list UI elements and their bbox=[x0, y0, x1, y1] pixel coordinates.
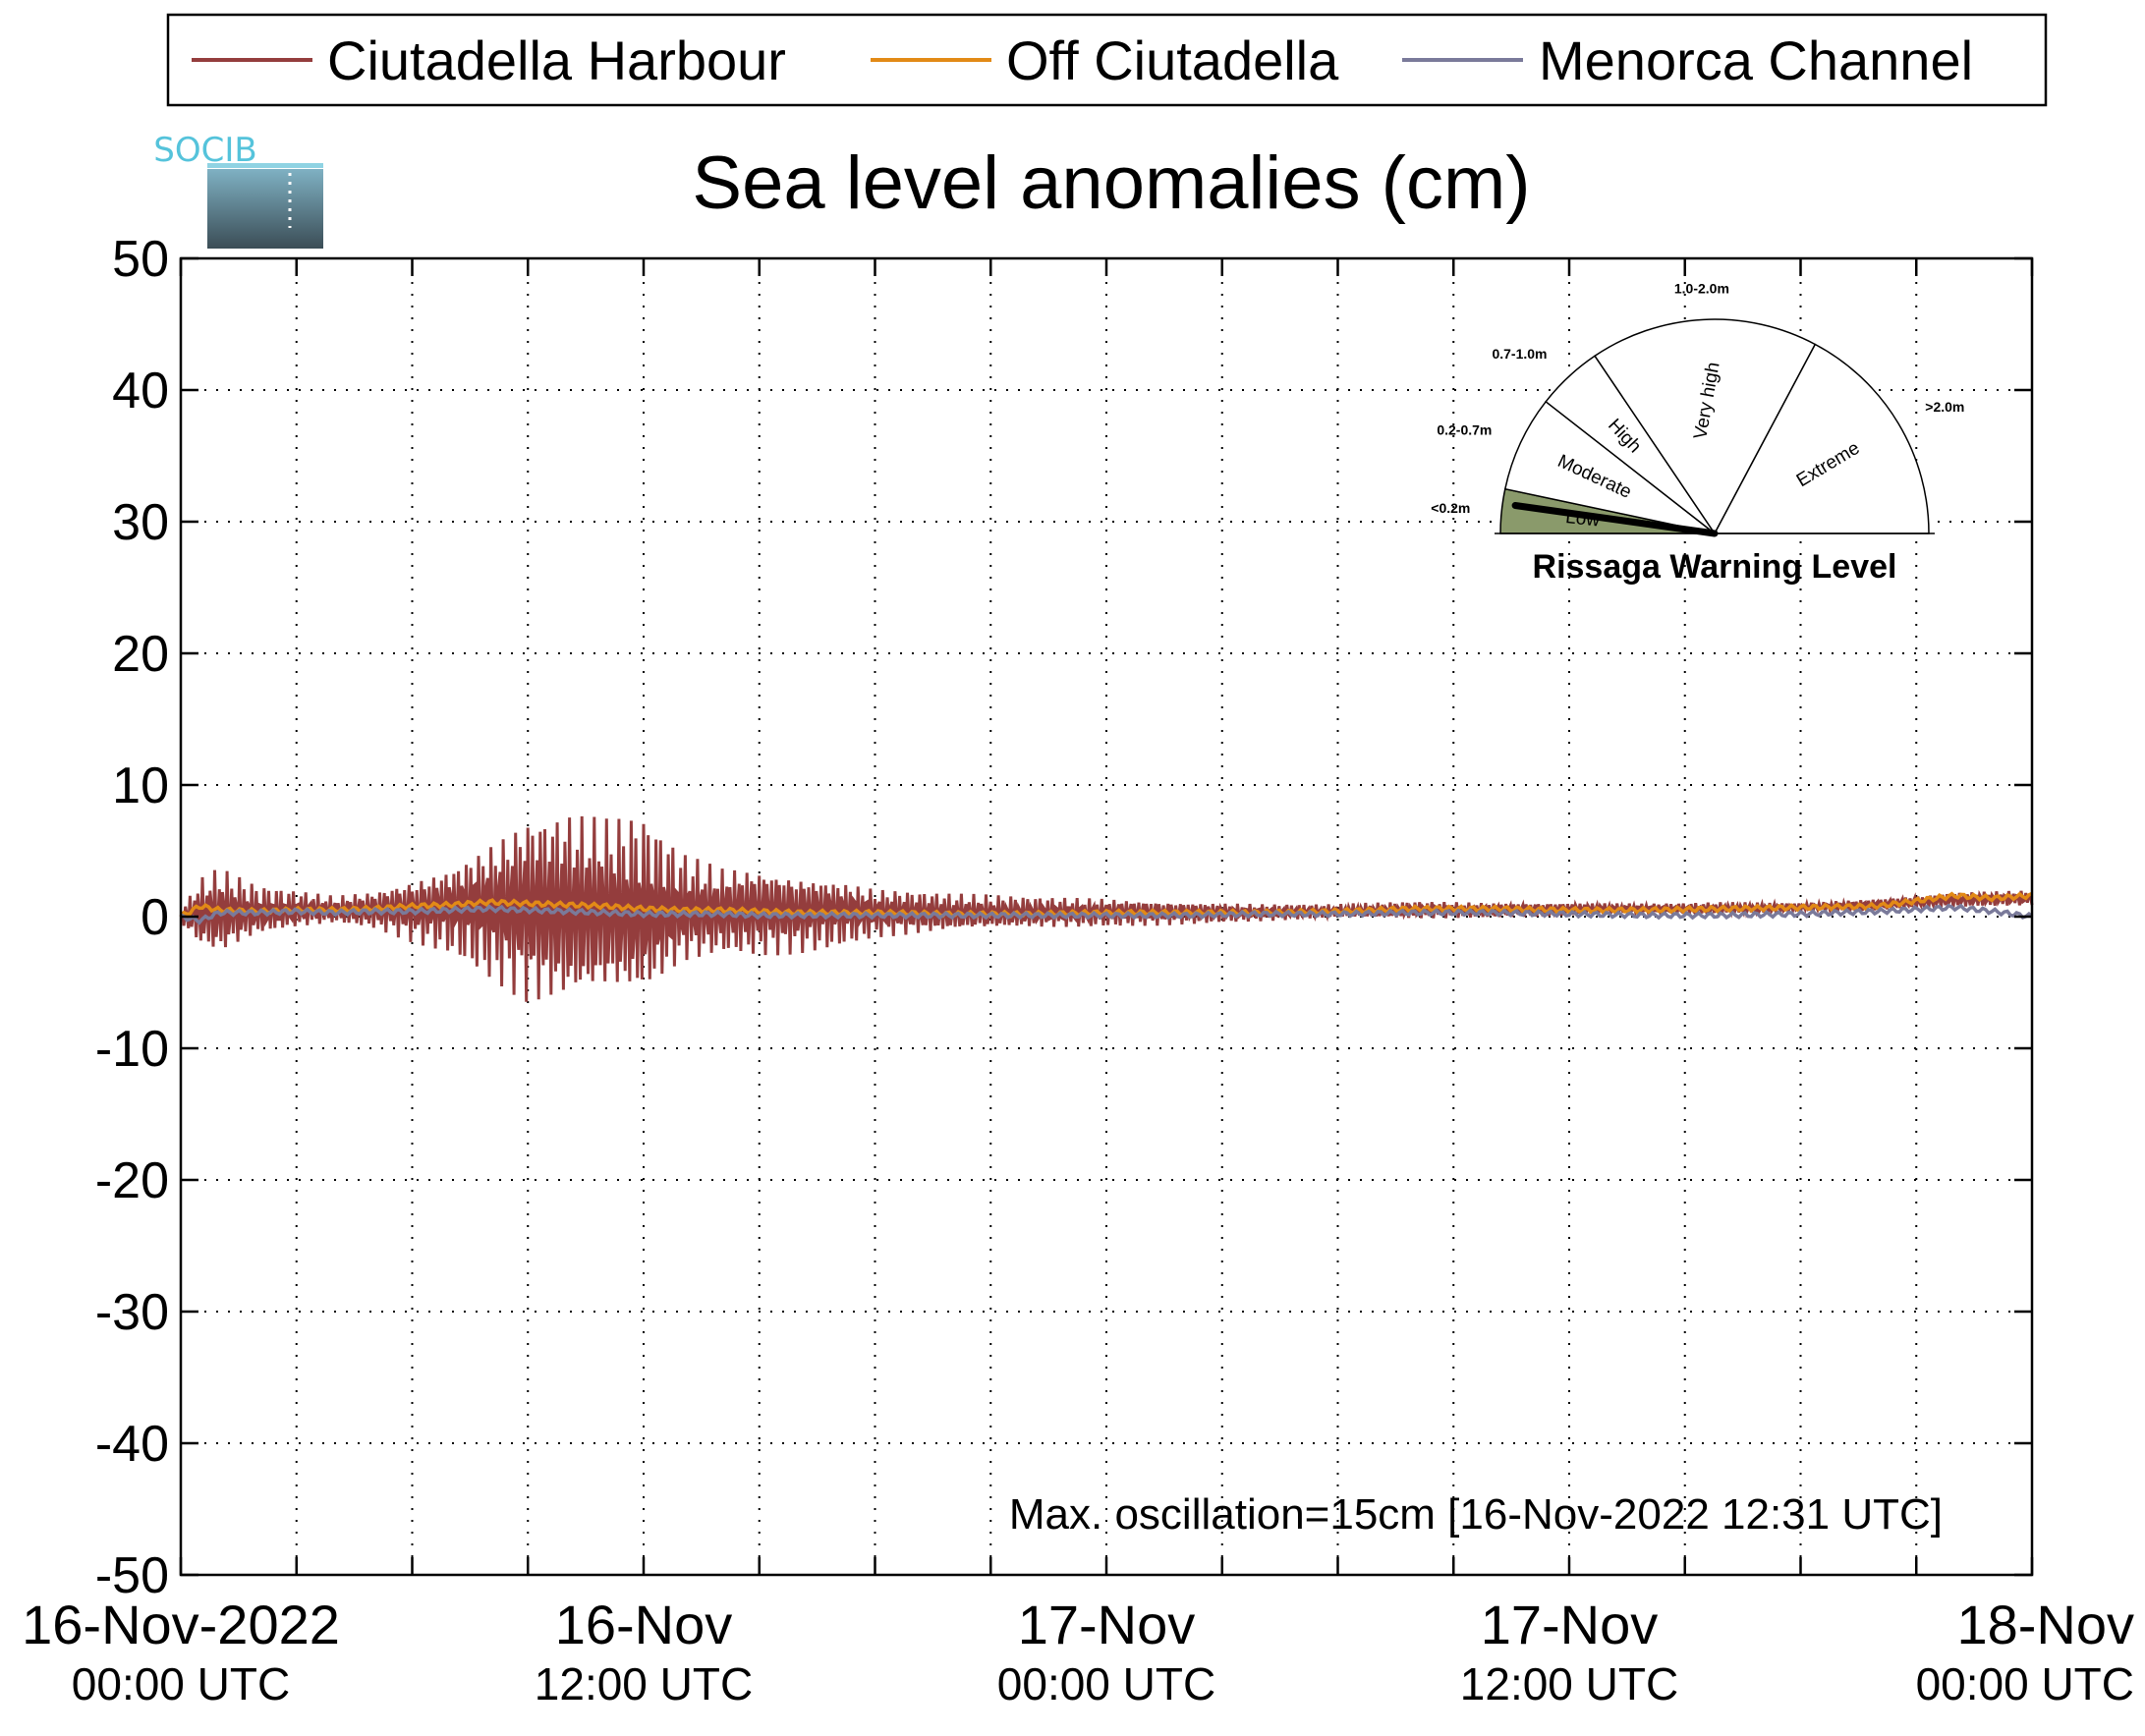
gauge-title: Rissaga Warning Level bbox=[1533, 548, 1897, 586]
x-tick-label-time: 12:00 UTC bbox=[535, 1658, 753, 1709]
y-tick-label: 0 bbox=[141, 889, 169, 946]
x-tick-label-time: 12:00 UTC bbox=[1460, 1658, 1678, 1709]
x-tick-label-date: 16-Nov bbox=[555, 1594, 733, 1655]
gauge-range-label: <0.2m bbox=[1431, 500, 1470, 516]
series-line-menorca-channel bbox=[180, 903, 2034, 925]
y-tick-label: -20 bbox=[95, 1152, 169, 1209]
socib-logo: SOCIB bbox=[153, 131, 323, 249]
legend-label-menorca-channel: Menorca Channel bbox=[1539, 29, 1973, 91]
gauge-range-label: 0.2-0.7m bbox=[1437, 421, 1492, 437]
legend-label-ciutadella-harbour: Ciutadella Harbour bbox=[327, 29, 786, 91]
x-tick-label-time: 00:00 UTC bbox=[1916, 1658, 2134, 1709]
x-tick-label-time: 00:00 UTC bbox=[997, 1658, 1215, 1709]
y-tick-label: -50 bbox=[95, 1547, 169, 1604]
gauge-sector-extreme bbox=[1713, 343, 1930, 534]
gauge-range-label: 0.7-1.0m bbox=[1492, 346, 1547, 362]
x-tick-label-date: 18-Nov bbox=[1956, 1594, 2134, 1655]
gauge-range-label: >2.0m bbox=[1925, 399, 1964, 415]
gauge-sector-very-high bbox=[1594, 318, 1817, 535]
series-line-off-ciutadella bbox=[179, 891, 2033, 919]
x-tick-label-date: 17-Nov bbox=[1481, 1594, 1659, 1655]
gauge-sector-moderate bbox=[1503, 400, 1716, 534]
logo-wave-band bbox=[207, 163, 323, 168]
y-tick-label: 50 bbox=[112, 231, 169, 288]
y-tick-label: 30 bbox=[112, 494, 169, 551]
y-axis: 50 40 30 20 10 0 -10 -20 -30 -40 -50 bbox=[95, 231, 2032, 1604]
x-tick-label-time: 00:00 UTC bbox=[72, 1658, 290, 1709]
legend-frame bbox=[166, 13, 2048, 107]
x-tick-label-date: 16-Nov-2022 bbox=[22, 1594, 340, 1655]
chart-title: Sea level anomalies (cm) bbox=[692, 141, 1530, 225]
max-oscillation-annotation: Max. oscillation=15cm [16-Nov-2022 12:31… bbox=[1009, 1490, 1943, 1539]
legend-label-off-ciutadella: Off Ciutadella bbox=[1006, 29, 1339, 91]
gauge-range-label: 1.0-2.0m bbox=[1674, 280, 1729, 296]
y-tick-label: 20 bbox=[112, 626, 169, 683]
grid bbox=[181, 258, 2032, 1575]
y-tick-label: -30 bbox=[95, 1284, 169, 1341]
y-tick-label: -40 bbox=[95, 1416, 169, 1473]
y-tick-label: -10 bbox=[95, 1021, 169, 1078]
series-layer bbox=[179, 815, 2034, 1002]
x-tick-label-date: 17-Nov bbox=[1018, 1594, 1196, 1655]
y-tick-label: 10 bbox=[112, 757, 169, 814]
gauge-needle bbox=[1511, 502, 1719, 537]
legend: Ciutadella Harbour Off Ciutadella Menorc… bbox=[166, 13, 2048, 107]
y-tick-label: 40 bbox=[112, 363, 169, 420]
logo-water-block bbox=[207, 169, 323, 249]
